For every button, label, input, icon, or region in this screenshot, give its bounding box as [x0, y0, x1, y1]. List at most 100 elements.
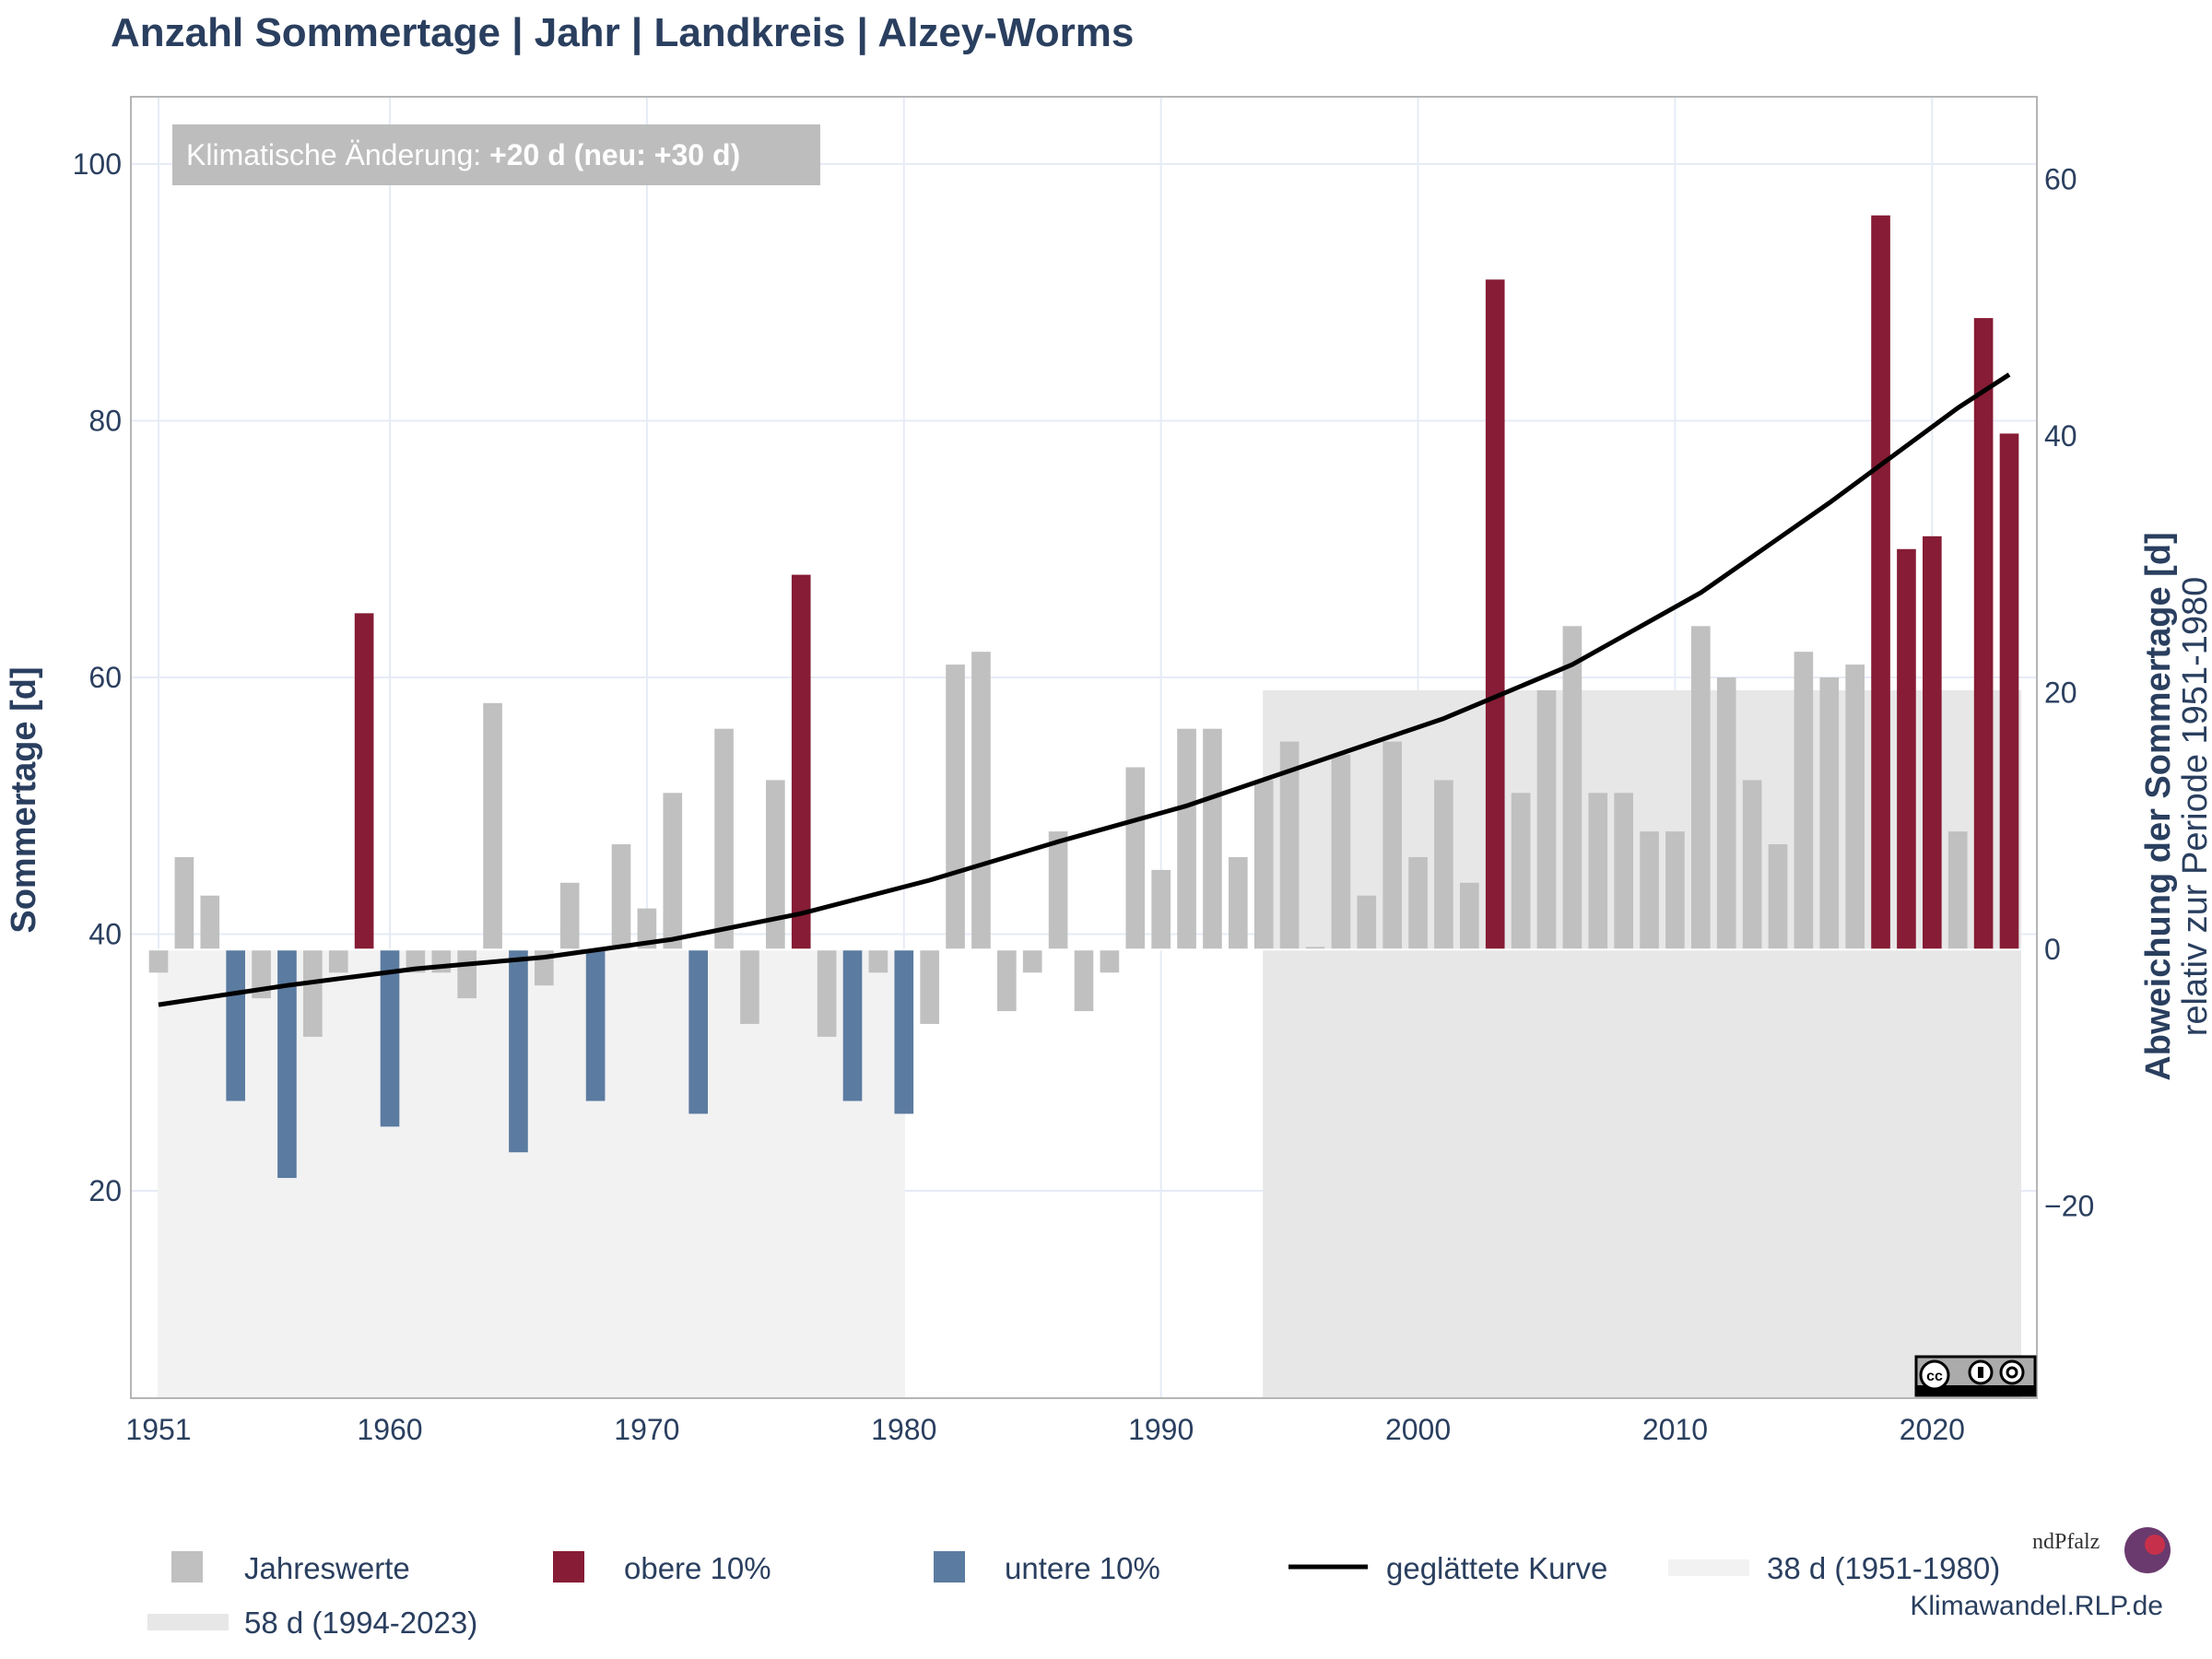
bar-1982	[946, 665, 965, 950]
legend-label-kurve: geglättete Kurve	[1386, 1551, 1607, 1585]
svg-text:Klimatische Änderung: +20 d (n: Klimatische Änderung: +20 d (neu: +30 d)	[186, 138, 740, 171]
bar-1991	[1177, 728, 1196, 950]
x-tick-label: 1980	[871, 1413, 936, 1446]
bar-2022	[1973, 318, 1994, 950]
smoothed-curve-layer	[158, 372, 2011, 1007]
bar-2006	[1562, 626, 1583, 950]
bar-1975	[766, 780, 785, 950]
y-right-tick-label: 60	[2044, 163, 2077, 196]
bar-1956	[277, 949, 297, 1179]
bar-1992	[1203, 728, 1222, 950]
bar-2019	[1897, 548, 1916, 950]
bar-2005	[1536, 689, 1557, 950]
bar-1997	[1331, 754, 1351, 950]
bar-2023	[1999, 433, 2019, 950]
cc-by-sa-badge: cc	[1914, 1355, 2037, 1397]
bar-2021	[1947, 831, 1968, 950]
legend-item-ref2: 58 d (1994-2023)	[147, 1606, 477, 1640]
bar-1999	[1382, 741, 1402, 950]
y-left-tick-label: 60	[88, 661, 122, 694]
bar-1954	[226, 949, 245, 1101]
legend-item-obere: obere 10%	[553, 1551, 771, 1585]
bar-1994	[1253, 780, 1274, 950]
bars	[146, 215, 2022, 1179]
legend-item-ref1: 38 d (1951-1980)	[1668, 1551, 2000, 1585]
y-axis-right-subtitle: relativ zur Periode 1951-1980	[2176, 577, 2212, 1037]
bar-1968	[585, 949, 606, 1101]
y-right-tick-label: −20	[2044, 1190, 2094, 1223]
bar-1981	[920, 949, 939, 1024]
x-tick-label: 1960	[357, 1413, 422, 1446]
bar-2013	[1742, 780, 1762, 950]
bar-2004	[1511, 793, 1531, 950]
bar-1958	[328, 949, 348, 973]
y-axis-left-title-text: Sommertage [d]	[5, 666, 43, 933]
x-tick-label: 2010	[1642, 1413, 1708, 1446]
y-axis-left-title: Sommertage [d]	[5, 666, 43, 933]
annotation-prefix: Klimatische Änderung:	[186, 138, 489, 171]
bar-1979	[868, 949, 888, 973]
legend-label-jahreswerte: Jahreswerte	[244, 1551, 410, 1585]
bar-1993	[1229, 856, 1248, 950]
climate-change-annotation: Klimatische Änderung: +20 d (neu: +30 d)	[172, 124, 820, 185]
bar-1988	[1100, 949, 1120, 973]
bar-1960	[380, 949, 400, 1127]
y-right-tick-label: 0	[2044, 933, 2061, 966]
y-left-tick-label: 80	[88, 405, 122, 438]
bar-1973	[714, 728, 734, 950]
bar-2015	[1794, 652, 1814, 950]
legend-label-untere: untere 10%	[1005, 1551, 1160, 1585]
bar-2018	[1871, 215, 1890, 950]
chart-title: Anzahl Sommertage | Jahr | Landkreis | A…	[111, 10, 1134, 56]
legend-label-ref2: 58 d (1994-2023)	[244, 1606, 477, 1640]
y-right-tick-label: 20	[2044, 677, 2077, 710]
bar-1996	[1305, 947, 1325, 950]
y-left-tick-label: 40	[88, 918, 122, 951]
bar-1984	[997, 949, 1017, 1012]
x-tick-label: 2020	[1900, 1413, 1965, 1446]
bar-1989	[1125, 767, 1146, 950]
legend-item-jahreswerte: Jahreswerte	[171, 1551, 410, 1585]
bar-2014	[1768, 844, 1788, 950]
bar-1974	[740, 949, 759, 1024]
x-tick-label: 1990	[1128, 1413, 1194, 1446]
bar-1964	[483, 702, 502, 950]
bar-1986	[1048, 831, 1068, 950]
bar-2003	[1485, 279, 1505, 950]
legend-label-ref1: 38 d (1951-1980)	[1767, 1551, 2000, 1585]
plot-frame	[130, 96, 2038, 1399]
bar-1953	[200, 895, 220, 950]
bar-1980	[894, 949, 914, 1114]
legend-item-untere: untere 10%	[934, 1551, 1160, 1585]
bar-1985	[1022, 949, 1042, 973]
bar-2016	[1819, 677, 1840, 950]
bar-2017	[1845, 665, 1865, 950]
bar-2009	[1640, 831, 1659, 950]
bar-2010	[1665, 831, 1685, 950]
logo-wordmark: ndPfalz	[2032, 1530, 2100, 1554]
legend-item-kurve: geglättete Kurve	[1288, 1551, 1607, 1585]
bar-1977	[817, 949, 837, 1037]
bar-1963	[457, 949, 477, 999]
bar-2002	[1460, 882, 1479, 950]
reference-band-1	[158, 949, 905, 1398]
bar-1976	[791, 574, 811, 950]
x-tick-label: 2000	[1385, 1413, 1451, 1446]
y-axis-right-title: Abweichung der Sommertage [d]	[2139, 532, 2178, 1080]
bar-1951	[148, 949, 169, 973]
legend-label-obere: obere 10%	[624, 1551, 771, 1585]
svg-text:cc: cc	[1926, 1369, 1943, 1384]
bar-2001	[1434, 780, 1453, 950]
bar-1970	[637, 908, 657, 950]
bar-1998	[1357, 895, 1377, 950]
bar-2008	[1614, 793, 1633, 950]
bar-1952	[174, 856, 194, 950]
bar-2007	[1588, 793, 1608, 950]
annotation-box	[172, 124, 820, 185]
tick-labels: 20 40 60 80 100 1951 1960 1970 1980 1990 2000 2010 2…	[73, 147, 2095, 1446]
bar-1990	[1151, 869, 1171, 950]
bar-1955	[252, 949, 271, 999]
x-tick-label: 1970	[614, 1413, 679, 1446]
bar-1965	[509, 949, 528, 1153]
bar-1983	[971, 652, 991, 950]
